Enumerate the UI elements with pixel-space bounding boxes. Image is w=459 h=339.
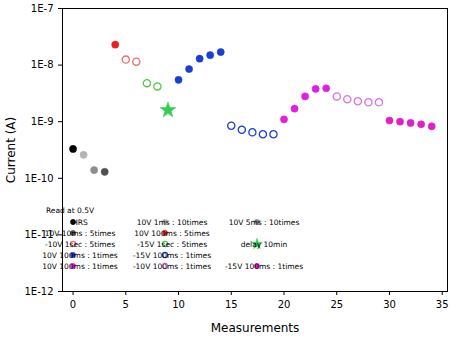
svg-text:30: 30 xyxy=(383,299,396,310)
svg-text:-10V 100ms : 1times: -10V 100ms : 1times xyxy=(133,262,211,271)
svg-text:15: 15 xyxy=(225,299,238,310)
svg-text:-15V 100ms : 1times: -15V 100ms : 1times xyxy=(225,262,303,271)
svg-text:35: 35 xyxy=(436,299,449,310)
svg-text:10V 100ms : 1times: 10V 100ms : 1times xyxy=(42,262,118,271)
svg-text:10V 100ms : 5times: 10V 100ms : 5times xyxy=(134,229,210,238)
svg-text:10V 100ms : 1times: 10V 100ms : 1times xyxy=(42,251,118,260)
svg-text:Current (A): Current (A) xyxy=(4,117,18,183)
svg-text:10V 10ms : 5times: 10V 10ms : 5times xyxy=(45,229,116,238)
svg-text:25: 25 xyxy=(330,299,343,310)
svg-text:Measurements: Measurements xyxy=(211,321,300,335)
svg-text:delay 10min: delay 10min xyxy=(241,240,288,249)
svg-text:1E-10: 1E-10 xyxy=(24,173,53,184)
svg-text:1E-11: 1E-11 xyxy=(24,229,54,241)
svg-text:20: 20 xyxy=(278,299,291,310)
svg-text:HRS: HRS xyxy=(72,218,88,227)
svg-text:-15V 100ms : 1times: -15V 100ms : 1times xyxy=(133,251,211,260)
svg-text:5: 5 xyxy=(123,299,129,310)
svg-text:10: 10 xyxy=(172,299,185,310)
svg-text:1E-12: 1E-12 xyxy=(24,286,53,297)
svg-text:10V 1ms : 10times: 10V 1ms : 10times xyxy=(137,218,208,227)
svg-text:-15V 1sec : 5times: -15V 1sec : 5times xyxy=(137,240,207,249)
svg-text:10V 5ms : 10times: 10V 5ms : 10times xyxy=(229,218,300,227)
svg-text:-10V 1sec : 5times: -10V 1sec : 5times xyxy=(45,240,115,249)
svg-text:0: 0 xyxy=(70,299,76,310)
svg-text:Read at 0.5V: Read at 0.5V xyxy=(46,206,95,215)
svg-text:1E-7: 1E-7 xyxy=(31,3,54,14)
svg-text:1E-8: 1E-8 xyxy=(31,59,54,70)
svg-text:1E-9: 1E-9 xyxy=(31,116,54,127)
